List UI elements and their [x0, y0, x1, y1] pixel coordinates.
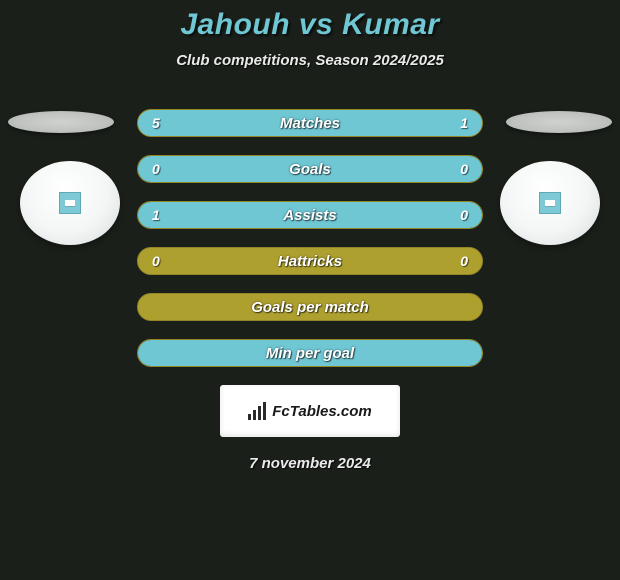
player-ellipse-right-icon	[506, 111, 612, 133]
stats-area: 5 Matches 1 0 Goals 0 1 Assists 0	[0, 109, 620, 472]
bar-goals-per-match: Goals per match	[137, 293, 483, 321]
bar-label: Goals per match	[138, 294, 482, 320]
bar-assists: 1 Assists 0	[137, 201, 483, 229]
bar-right-fill	[410, 110, 482, 136]
infographic-container: Jahouh vs Kumar Club competitions, Seaso…	[0, 0, 620, 580]
bar-label: Hattricks	[138, 248, 482, 274]
player-circle-left	[20, 161, 120, 245]
bars-group: 5 Matches 1 0 Goals 0 1 Assists 0	[137, 109, 483, 367]
page-subtitle: Club competitions, Season 2024/2025	[0, 52, 620, 69]
brand-text: FcTables.com	[272, 403, 371, 420]
bar-value-left: 0	[152, 248, 160, 274]
page-title: Jahouh vs Kumar	[0, 8, 620, 42]
bar-matches: 5 Matches 1	[137, 109, 483, 137]
footer-date: 7 november 2024	[0, 455, 620, 472]
bar-value-right: 0	[460, 248, 468, 274]
bar-right-fill	[138, 202, 482, 228]
bar-right-fill	[138, 156, 482, 182]
player-badge-right-icon	[539, 192, 561, 214]
brand-badge: FcTables.com	[220, 385, 400, 437]
bar-hattricks: 0 Hattricks 0	[137, 247, 483, 275]
bar-goals: 0 Goals 0	[137, 155, 483, 183]
bar-left-fill	[138, 110, 410, 136]
bar-min-per-goal: Min per goal	[137, 339, 483, 367]
player-circle-right	[500, 161, 600, 245]
player-ellipse-left-icon	[8, 111, 114, 133]
player-badge-left-icon	[59, 192, 81, 214]
bar-right-fill	[138, 340, 482, 366]
brand-bars-icon	[248, 402, 266, 420]
